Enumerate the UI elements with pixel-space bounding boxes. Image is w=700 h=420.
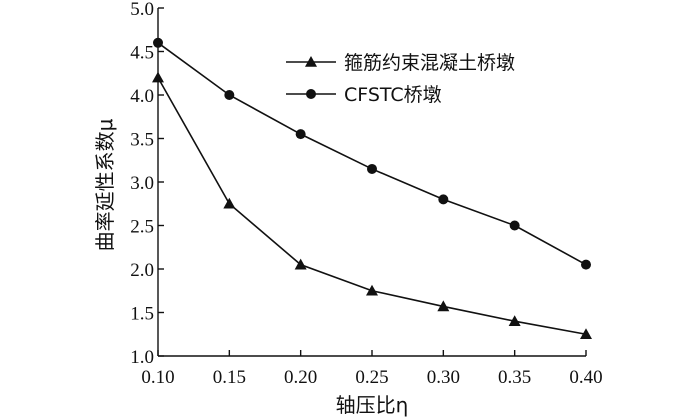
y-tick-label: 4.5 [130,43,154,64]
x-axis-label: 轴压比η [336,393,409,417]
x-tick-label: 0.35 [498,367,531,388]
x-tick-label: 0.15 [213,367,246,388]
data-point [223,197,236,209]
data-point [153,37,163,48]
legend: 箍筋约束混凝土桥墩 CFSTC桥墩 [286,52,515,106]
y-tick-label: 2.5 [130,217,154,238]
y-tick-label: 1.0 [130,347,154,368]
data-point [438,194,449,205]
y-tick-label: 5.0 [130,0,154,20]
y-tick-label: 2.0 [130,260,154,281]
data-point [294,258,307,270]
data-point [580,328,592,340]
x-tick-label: 0.30 [427,367,460,388]
data-point [581,259,591,270]
data-point [509,220,520,231]
series-line [157,42,587,266]
x-tick-label: 0.40 [569,367,602,388]
y-tick-label: 1.5 [130,304,154,325]
legend-item: CFSTC桥墩 [286,84,442,106]
x-tick-label: 0.25 [355,367,388,388]
legend-marker [306,89,316,99]
axes: 0.10 0.15 0.20 0.25 0.30 0.35 0.40 1.0 1.5 2.0 2.5… [130,0,602,388]
y-axis-label: 曲率延性系数μ [93,118,117,251]
data-point [508,315,521,326]
data-point [224,90,235,100]
data-point [295,129,306,140]
series-line [157,77,587,336]
legend-item: 箍筋约束混凝土桥墩 [286,52,515,74]
legend-label: CFSTC桥墩 [344,84,442,106]
y-tick-label: 3.5 [130,130,154,151]
legend-marker [305,56,317,67]
series-triangle [152,71,592,340]
data-point [366,284,378,296]
y-tick-label: 3.0 [130,173,154,194]
data-point [152,71,164,83]
y-tick-label: 4.0 [130,86,154,107]
x-tick-label: 0.10 [141,367,174,388]
series-layer [152,37,592,340]
x-tick-label: 0.20 [284,367,317,388]
data-point [437,300,450,312]
series-circle [153,37,591,270]
legend-label: 箍筋约束混凝土桥墩 [344,52,515,74]
data-point [367,163,377,174]
